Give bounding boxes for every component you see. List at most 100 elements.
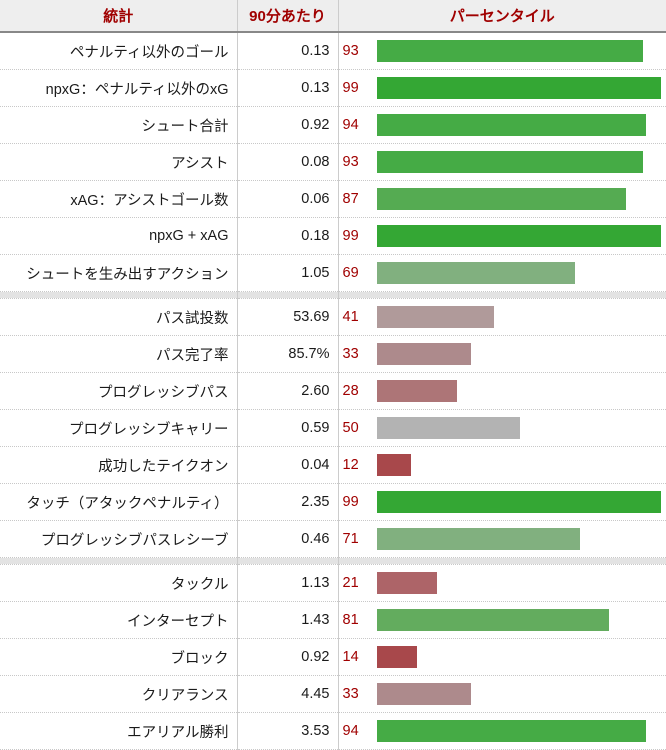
column-header-percentile[interactable]: パーセンタイル bbox=[338, 0, 666, 32]
per90-value-cell: 1.13 bbox=[237, 565, 338, 602]
percentile-bar-track bbox=[377, 447, 666, 483]
percentile-value: 81 bbox=[339, 612, 377, 628]
per90-value-cell: 0.92 bbox=[237, 639, 338, 676]
percentile-cell: 94 bbox=[338, 107, 666, 144]
percentile-bar-track bbox=[377, 144, 666, 180]
percentile-bar-track bbox=[377, 373, 666, 409]
percentile-bar bbox=[377, 151, 644, 173]
per90-value-cell: 1.43 bbox=[237, 602, 338, 639]
column-header-per90[interactable]: 90分あたり bbox=[237, 0, 338, 32]
per90-value-cell: 0.08 bbox=[237, 144, 338, 181]
percentile-bar-wrapper: 14 bbox=[339, 639, 666, 675]
stat-name-cell[interactable]: パス試投数 bbox=[0, 299, 237, 336]
stat-name-cell[interactable]: プログレッシブキャリー bbox=[0, 410, 237, 447]
percentile-value: 50 bbox=[339, 420, 377, 436]
stat-name-cell[interactable]: npxG：ペナルティ以外のxG bbox=[0, 70, 237, 107]
percentile-value: 33 bbox=[339, 686, 377, 702]
per90-value-cell: 0.13 bbox=[237, 70, 338, 107]
section-separator-cell bbox=[237, 292, 338, 299]
percentile-bar-wrapper: 71 bbox=[339, 521, 666, 557]
percentile-value: 99 bbox=[339, 494, 377, 510]
percentile-bar bbox=[377, 572, 437, 594]
percentile-value: 12 bbox=[339, 457, 377, 473]
stat-name-cell[interactable]: プログレッシブパスレシーブ bbox=[0, 521, 237, 558]
stat-name-cell[interactable]: ペナルティ以外のゴール bbox=[0, 32, 237, 70]
percentile-cell: 28 bbox=[338, 373, 666, 410]
stat-name-cell[interactable]: インターセプト bbox=[0, 602, 237, 639]
percentile-bar bbox=[377, 380, 457, 402]
percentile-bar bbox=[377, 77, 661, 99]
stat-name-cell[interactable]: 成功したテイクオン bbox=[0, 447, 237, 484]
percentile-value: 41 bbox=[339, 309, 377, 325]
percentile-cell: 33 bbox=[338, 676, 666, 713]
percentile-bar-track bbox=[377, 336, 666, 372]
percentile-bar bbox=[377, 683, 472, 705]
percentile-value: 99 bbox=[339, 80, 377, 96]
percentile-bar bbox=[377, 646, 417, 668]
percentile-value: 28 bbox=[339, 383, 377, 399]
percentile-cell: 14 bbox=[338, 639, 666, 676]
stat-name-cell[interactable]: シュートを生み出すアクション bbox=[0, 255, 237, 292]
percentile-bar-wrapper: 33 bbox=[339, 336, 666, 372]
percentile-bar-track bbox=[377, 565, 666, 601]
stat-name-cell[interactable]: アシスト bbox=[0, 144, 237, 181]
stat-name-cell[interactable]: タックル bbox=[0, 565, 237, 602]
stat-name-cell[interactable]: ブロック bbox=[0, 639, 237, 676]
percentile-bar-track bbox=[377, 33, 666, 69]
percentile-cell: 41 bbox=[338, 299, 666, 336]
per90-value-cell: 2.60 bbox=[237, 373, 338, 410]
per90-value-cell: 0.18 bbox=[237, 218, 338, 255]
percentile-bar bbox=[377, 114, 647, 136]
percentile-bar-track bbox=[377, 713, 666, 749]
percentile-bar bbox=[377, 262, 575, 284]
section-separator-cell bbox=[338, 292, 666, 299]
percentile-value: 93 bbox=[339, 43, 377, 59]
stat-name-cell[interactable]: xAG：アシストゴール数 bbox=[0, 181, 237, 218]
percentile-cell: 93 bbox=[338, 144, 666, 181]
percentile-bar bbox=[377, 454, 411, 476]
per90-value-cell: 0.92 bbox=[237, 107, 338, 144]
percentile-bar-wrapper: 94 bbox=[339, 107, 666, 143]
stat-name-cell[interactable]: タッチ（アタックペナルティ） bbox=[0, 484, 237, 521]
percentile-bar bbox=[377, 720, 647, 742]
percentile-bar-wrapper: 94 bbox=[339, 713, 666, 749]
per90-value-cell: 0.46 bbox=[237, 521, 338, 558]
percentile-bar bbox=[377, 343, 472, 365]
per90-value-cell: 53.69 bbox=[237, 299, 338, 336]
stat-name-cell[interactable]: シュート合計 bbox=[0, 107, 237, 144]
percentile-bar-wrapper: 93 bbox=[339, 33, 666, 69]
stat-name-cell[interactable]: プログレッシブパス bbox=[0, 373, 237, 410]
stat-name-cell[interactable]: パス完了率 bbox=[0, 336, 237, 373]
percentile-bar-track bbox=[377, 218, 666, 254]
percentile-bar-track bbox=[377, 181, 666, 217]
stat-name-cell[interactable]: npxG + xAG bbox=[0, 218, 237, 255]
percentile-bar-wrapper: 69 bbox=[339, 255, 666, 291]
percentile-cell: 50 bbox=[338, 410, 666, 447]
column-header-stat[interactable]: 統計 bbox=[0, 0, 237, 32]
percentile-cell: 12 bbox=[338, 447, 666, 484]
percentile-bar-track bbox=[377, 602, 666, 638]
percentile-value: 93 bbox=[339, 154, 377, 170]
percentile-bar-wrapper: 28 bbox=[339, 373, 666, 409]
stat-name-cell[interactable]: クリアランス bbox=[0, 676, 237, 713]
per90-value-cell: 1.05 bbox=[237, 255, 338, 292]
percentile-bar-track bbox=[377, 255, 666, 291]
stat-name-cell[interactable]: エアリアル勝利 bbox=[0, 713, 237, 750]
section-separator-cell bbox=[237, 558, 338, 565]
percentile-value: 14 bbox=[339, 649, 377, 665]
percentile-bar-track bbox=[377, 107, 666, 143]
percentile-bar-wrapper: 93 bbox=[339, 144, 666, 180]
percentile-bar bbox=[377, 528, 581, 550]
